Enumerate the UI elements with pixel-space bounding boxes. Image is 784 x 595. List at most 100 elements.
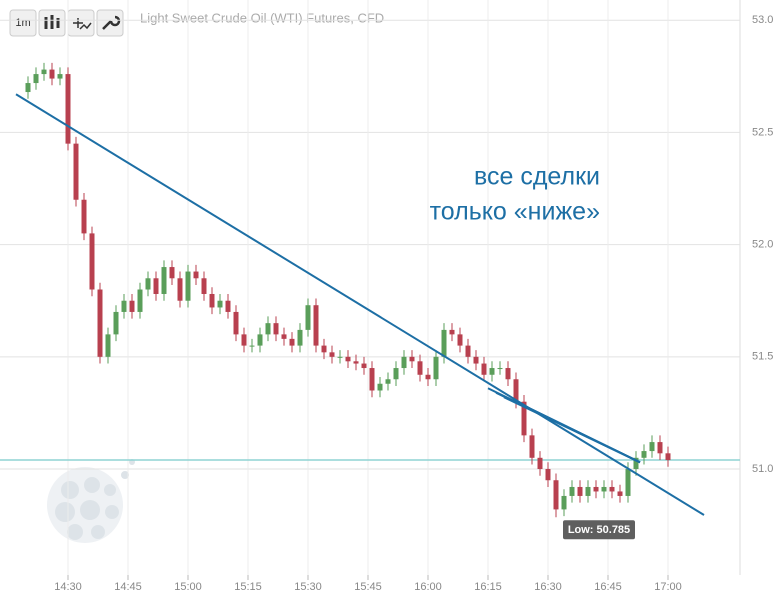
candle-body — [265, 323, 271, 335]
candle-body — [433, 356, 439, 380]
candle-body — [353, 361, 359, 364]
candle-body — [201, 278, 207, 294]
chart-title: Light Sweet Crude Oil (WTI) Futures, CFD — [140, 10, 384, 25]
candle-body — [121, 300, 127, 312]
draw-icon — [73, 18, 92, 30]
x-tick-label: 16:30 — [534, 581, 562, 593]
low-label: Low: 50.785 — [568, 524, 630, 536]
y-tick-label: 52.5 — [752, 126, 773, 138]
x-tick-label: 15:30 — [294, 581, 322, 593]
candle-body — [657, 442, 663, 454]
candle-body — [73, 143, 79, 200]
candle-body — [249, 345, 255, 347]
candle-body — [665, 453, 671, 461]
candle-body — [617, 491, 623, 496]
candle-body — [545, 469, 551, 481]
candle-body — [409, 356, 415, 362]
candle-body — [609, 486, 615, 492]
candle-body — [601, 486, 607, 492]
candle-body — [345, 356, 351, 362]
x-tick-label: 15:45 — [354, 581, 382, 593]
candle-body — [289, 338, 295, 346]
candle-body — [33, 74, 39, 84]
candle-body — [169, 267, 175, 279]
candle-body — [49, 69, 55, 79]
interval-button[interactable] — [9, 9, 37, 37]
candle-body — [129, 300, 135, 312]
candle-body — [209, 293, 215, 308]
candle-body — [577, 486, 583, 496]
annotation: только «ниже» — [430, 198, 600, 226]
candle-body — [281, 334, 287, 339]
candle-body — [593, 486, 599, 492]
x-tick-label: 15:00 — [174, 581, 202, 593]
settings-icon — [102, 15, 121, 30]
candle-body — [449, 329, 455, 335]
candle-body — [537, 457, 543, 470]
candle-body — [625, 469, 631, 496]
candle-body — [321, 345, 327, 353]
candle-body — [529, 435, 535, 458]
candle-body — [145, 278, 151, 290]
interval-label: 1m — [15, 17, 30, 29]
candle-body — [393, 368, 399, 380]
candle-body — [481, 363, 487, 375]
candle-body — [497, 368, 503, 370]
candle-body — [329, 352, 335, 357]
candle-body — [65, 74, 71, 144]
x-tick-label: 16:45 — [594, 581, 622, 593]
watermark — [47, 459, 135, 543]
candle-body — [297, 329, 303, 346]
candle-body — [417, 361, 423, 375]
candle-body — [217, 300, 223, 308]
candle-body — [153, 278, 159, 294]
candle-body — [81, 199, 87, 234]
candle-body — [505, 368, 511, 380]
low-marker — [563, 520, 635, 540]
candle-body — [305, 305, 311, 330]
candle-body — [473, 356, 479, 364]
candle-body — [185, 271, 191, 301]
x-tick-label: 15:15 — [234, 581, 262, 593]
candle-body — [585, 486, 591, 496]
candle-body — [273, 323, 279, 335]
candle-body — [633, 457, 639, 470]
trend-line — [15, 93, 705, 516]
candle-body — [241, 334, 247, 346]
candle-body — [233, 311, 239, 335]
candle-body — [401, 356, 407, 369]
x-tick-label: 14:30 — [54, 581, 82, 593]
candle-body — [553, 480, 559, 510]
candle-body — [313, 305, 319, 346]
candle-body — [521, 401, 527, 436]
candle-body — [641, 451, 647, 458]
candle-body — [257, 334, 263, 346]
candle-body — [177, 278, 183, 301]
candle-body — [649, 442, 655, 452]
candle-body — [513, 379, 519, 402]
candle-body — [457, 334, 463, 346]
candle-body — [225, 300, 231, 312]
candle-body — [569, 486, 575, 496]
x-tick-label: 14:45 — [114, 581, 142, 593]
candle-body — [561, 495, 567, 510]
candle-body — [193, 271, 199, 279]
candle-body — [465, 345, 471, 357]
y-tick-label: 53.0 — [752, 14, 773, 26]
candle-body — [385, 379, 391, 384]
toolbar: 1m — [9, 9, 124, 37]
candle-body — [425, 374, 431, 380]
trend-line — [515, 400, 641, 464]
candle-body — [369, 368, 375, 391]
candle-body — [441, 329, 447, 357]
candle-body — [57, 74, 63, 79]
y-tick-label: 51.0 — [752, 463, 773, 475]
candle-body — [97, 289, 103, 357]
candle-body — [337, 356, 343, 358]
candle-body — [105, 334, 111, 357]
x-tick-label: 17:00 — [654, 581, 682, 593]
y-tick-label: 51.5 — [752, 351, 773, 363]
candle-body — [25, 83, 31, 93]
candle-body — [41, 69, 47, 75]
